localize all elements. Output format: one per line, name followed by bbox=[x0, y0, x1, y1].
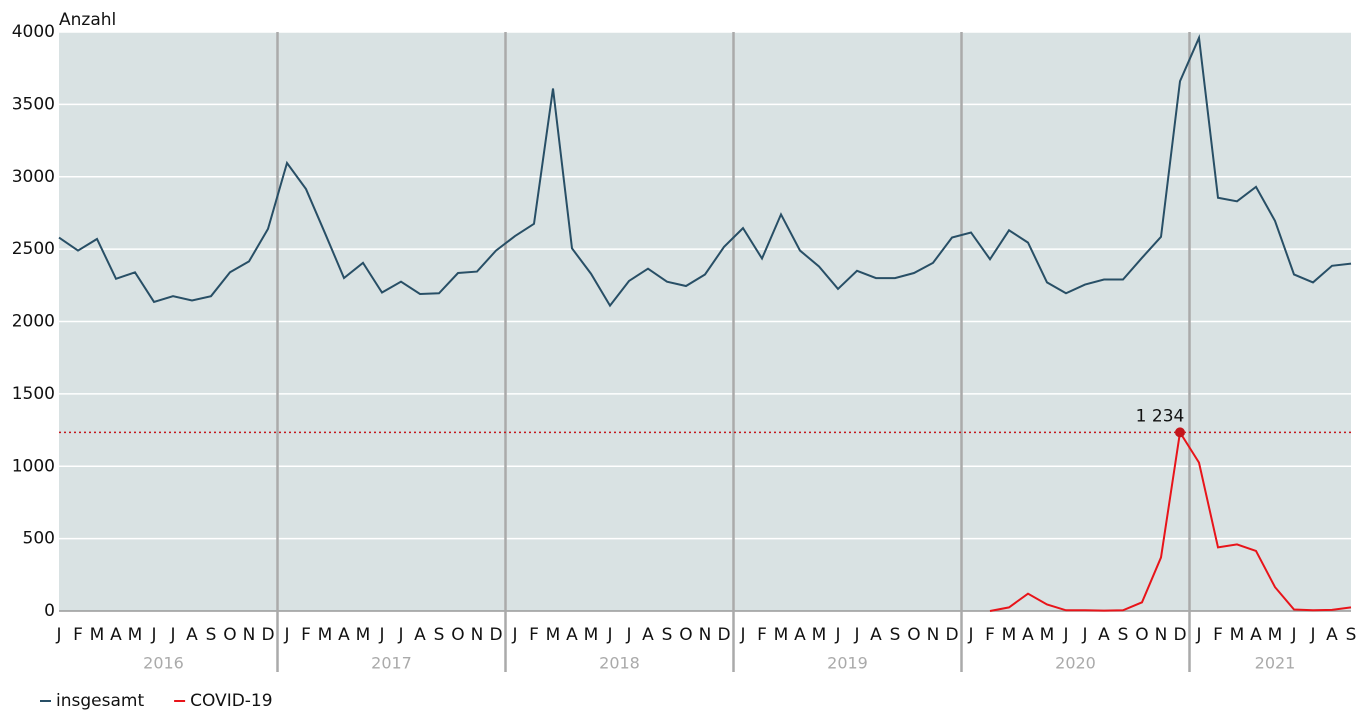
y-tick-label: 3500 bbox=[12, 94, 55, 114]
x-tick-label: M bbox=[1040, 625, 1055, 645]
x-tick-label: M bbox=[546, 625, 561, 645]
x-tick-label: O bbox=[1135, 625, 1148, 645]
x-tick-label: N bbox=[243, 625, 256, 645]
x-tick-label: N bbox=[927, 625, 940, 645]
x-tick-label: M bbox=[812, 625, 827, 645]
x-tick-label: M bbox=[1002, 625, 1017, 645]
year: 2019 bbox=[827, 654, 868, 673]
y-tick-label: 2000 bbox=[12, 312, 55, 332]
annotation-label: 1 234 bbox=[1136, 406, 1185, 426]
series-line bbox=[58, 34, 1352, 308]
x-tick-label: A bbox=[566, 625, 578, 645]
x-tick-label: J bbox=[397, 625, 403, 645]
x-tick-label: S bbox=[890, 625, 901, 645]
x-tick-label: A bbox=[414, 625, 426, 645]
x-tick-label: D bbox=[489, 625, 502, 645]
x-tick-label: S bbox=[1346, 625, 1356, 645]
x-tick-label: J bbox=[283, 625, 289, 645]
y-axis-label: Anzahl bbox=[59, 10, 116, 30]
x-tick-label: D bbox=[1173, 625, 1186, 645]
x-tick-label: J bbox=[1195, 625, 1201, 645]
x-tick-label: O bbox=[223, 625, 236, 645]
y-tick-label: 1500 bbox=[12, 384, 55, 404]
x-tick-label: A bbox=[110, 625, 122, 645]
x-tick-label: O bbox=[679, 625, 692, 645]
x-tick-label: F bbox=[529, 625, 539, 645]
x-tick-label: M bbox=[356, 625, 371, 645]
x-tick-label: J bbox=[853, 625, 859, 645]
x-tick-label: F bbox=[73, 625, 83, 645]
x-tick-label: J bbox=[1081, 625, 1087, 645]
x-tick-label: A bbox=[1022, 625, 1034, 645]
y-tick-label: 3000 bbox=[12, 167, 55, 187]
x-tick-label: J bbox=[834, 625, 840, 645]
year: 2017 bbox=[371, 654, 412, 673]
x-tick-label: M bbox=[90, 625, 105, 645]
x-tick-label: M bbox=[1230, 625, 1245, 645]
x-tick-label: J bbox=[150, 625, 156, 645]
x-tick-label: J bbox=[625, 625, 631, 645]
x-tick-label: J bbox=[739, 625, 745, 645]
x-tick-label: J bbox=[967, 625, 973, 645]
x-tick-label: F bbox=[1213, 625, 1223, 645]
year: 2016 bbox=[143, 654, 184, 673]
series-line bbox=[989, 429, 1352, 612]
x-tick-label: S bbox=[434, 625, 445, 645]
annotation-point bbox=[1175, 427, 1185, 438]
y-tick-label: 0 bbox=[44, 601, 55, 621]
x-tick-label: F bbox=[757, 625, 767, 645]
x-tick-label: F bbox=[985, 625, 995, 645]
x-tick-label: J bbox=[169, 625, 175, 645]
year: 2021 bbox=[1255, 654, 1296, 673]
x-tick-label: A bbox=[1326, 625, 1338, 645]
year: 2018 bbox=[599, 654, 640, 673]
x-tick-label: F bbox=[301, 625, 311, 645]
x-tick-label: S bbox=[206, 625, 217, 645]
x-tick-label: J bbox=[378, 625, 384, 645]
x-tick-label: M bbox=[1268, 625, 1283, 645]
y-tick-label: 1000 bbox=[12, 456, 55, 476]
legend-label: insgesamt bbox=[56, 691, 144, 711]
x-tick-label: M bbox=[774, 625, 789, 645]
x-tick-label: O bbox=[451, 625, 464, 645]
x-tick-label: S bbox=[662, 625, 673, 645]
x-tick-label: J bbox=[511, 625, 517, 645]
x-tick-label: D bbox=[261, 625, 274, 645]
x-tick-label: A bbox=[1250, 625, 1262, 645]
y-tick-label: 2500 bbox=[12, 239, 55, 259]
x-tick-label: A bbox=[642, 625, 654, 645]
x-tick-label: A bbox=[870, 625, 882, 645]
x-tick-label: J bbox=[1062, 625, 1068, 645]
x-tick-label: N bbox=[699, 625, 712, 645]
x-tick-label: D bbox=[945, 625, 958, 645]
x-tick-label: J bbox=[55, 625, 61, 645]
x-tick-label: M bbox=[128, 625, 143, 645]
y-tick-label: 500 bbox=[23, 529, 55, 549]
x-tick-label: A bbox=[338, 625, 350, 645]
y-tick-label: 4000 bbox=[12, 22, 55, 42]
x-tick-label: D bbox=[717, 625, 730, 645]
x-tick-label: M bbox=[318, 625, 333, 645]
x-tick-label: O bbox=[907, 625, 920, 645]
x-tick-label: N bbox=[471, 625, 484, 645]
x-tick-label: M bbox=[584, 625, 599, 645]
x-tick-label: A bbox=[1098, 625, 1110, 645]
legend-label: COVID-19 bbox=[190, 691, 272, 711]
x-tick-label: A bbox=[794, 625, 806, 645]
x-tick-label: A bbox=[186, 625, 198, 645]
x-tick-label: N bbox=[1155, 625, 1168, 645]
year: 2020 bbox=[1055, 654, 1096, 673]
x-tick-label: J bbox=[1290, 625, 1296, 645]
x-tick-label: J bbox=[606, 625, 612, 645]
x-tick-label: S bbox=[1118, 625, 1129, 645]
x-tick-label: J bbox=[1309, 625, 1315, 645]
